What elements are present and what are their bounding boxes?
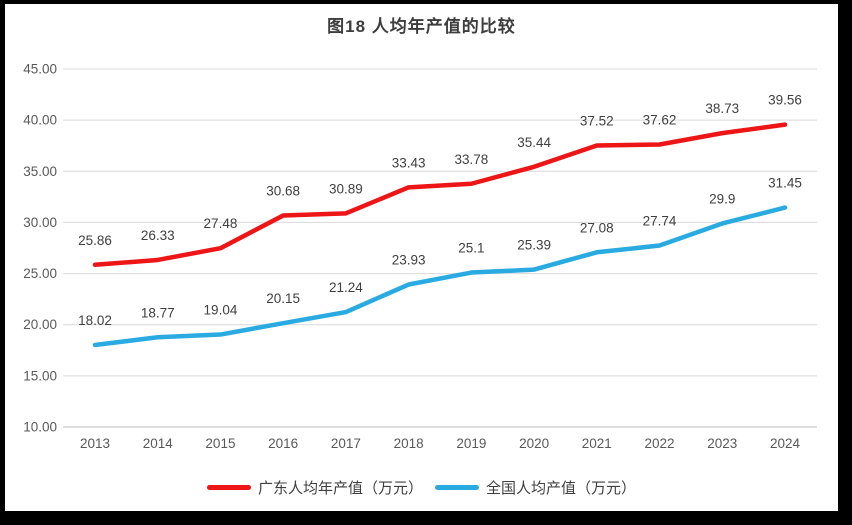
x-axis-tick-label: 2019 [456,436,486,451]
x-axis-tick-label: 2016 [268,436,298,451]
y-axis-tick-label: 30.00 [23,215,57,230]
y-axis-tick-label: 35.00 [23,164,57,179]
x-axis-tick-label: 2021 [582,436,612,451]
data-label: 33.78 [454,152,488,167]
data-label: 26.33 [141,228,175,243]
legend-item-guangdong: 广东人均年产值（万元） [206,477,423,498]
series-line [92,205,788,348]
x-axis-tick-label: 2013 [80,436,110,451]
x-axis-tick-label: 2014 [143,436,174,451]
data-label: 33.43 [392,155,426,170]
x-axis-tick-label: 2022 [645,436,675,451]
data-label: 38.73 [705,101,739,116]
data-label: 35.44 [517,135,551,150]
data-label: 18.77 [141,305,175,320]
data-label: 25.86 [78,233,112,248]
data-label: 27.74 [643,214,677,229]
x-axis-tick-label: 2015 [205,436,235,451]
data-label: 30.89 [329,181,363,196]
legend-line-swatch-red [206,484,251,490]
x-axis-tick-label: 2020 [519,436,549,451]
data-label: 29.9 [709,191,735,206]
legend-label-guangdong: 广东人均年产值（万元） [257,479,423,497]
data-label: 37.52 [580,114,614,129]
x-axis-tick-label: 2023 [707,436,737,451]
data-label: 25.39 [517,238,551,253]
y-axis-tick-label: 25.00 [23,266,57,281]
legend-line-swatch-blue [435,484,479,490]
data-label: 19.04 [204,303,238,318]
legend-label-national: 全国人均产值（万元） [486,479,637,497]
data-label: 23.93 [392,253,426,268]
data-label: 27.08 [580,220,614,235]
chart-title: 图18 人均年产值的比较 [327,17,516,36]
y-axis-tick-label: 40.00 [23,113,57,128]
x-axis-tick-label: 2018 [394,436,424,451]
data-label: 37.62 [643,112,677,127]
legend-item-national: 全国人均产值（万元） [435,477,636,498]
data-label: 18.02 [78,313,112,328]
chart-legend: 广东人均年产值（万元） 全国人均产值（万元） [5,475,838,499]
data-label: 30.68 [266,183,300,198]
x-axis-tick-label: 2017 [331,436,361,451]
x-axis-tick-label: 2024 [770,436,801,451]
y-axis-tick-label: 20.00 [23,317,57,332]
line-chart-plot: 10.00 15.00 20.00 25.00 30.00 35.00 40.00 45.00… [23,62,817,451]
y-axis-tick-label: 45.00 [23,62,57,77]
data-label: 31.45 [768,176,802,191]
series-line [92,122,788,268]
y-axis-tick-label: 10.00 [23,420,57,435]
data-label: 39.56 [768,93,802,108]
data-label: 21.24 [329,280,363,295]
data-label: 25.1 [458,241,484,256]
data-label: 27.48 [204,216,238,231]
y-axis-tick-label: 15.00 [23,368,57,383]
chart-canvas: 图18 人均年产值的比较 10.00 15.00 20.00 25.00 30.00 35… [5,4,838,511]
data-label: 20.15 [266,291,300,306]
